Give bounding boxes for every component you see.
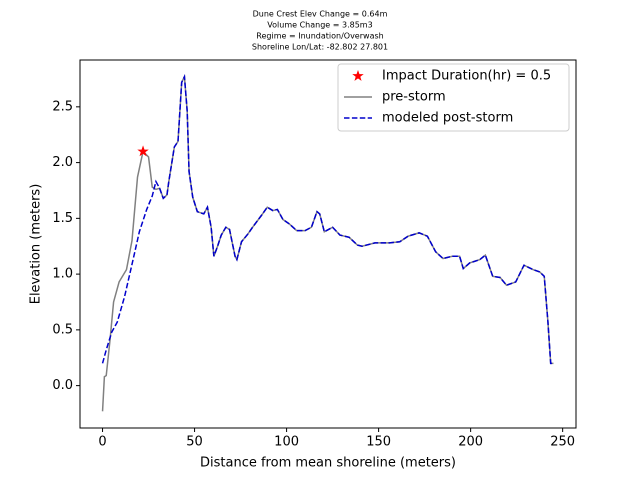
- legend-box: [337, 63, 570, 132]
- chart-title: Dune Crest Elev Change = 0.64m: [253, 10, 388, 19]
- legend-marker: [352, 69, 364, 81]
- impact-marker: [137, 145, 149, 157]
- chart-title: Regime = Inundation/Overwash: [256, 32, 383, 41]
- y-tick-label: 0.0: [52, 378, 73, 393]
- y-tick-label: 0.5: [52, 322, 73, 337]
- y-tick-label: 2.5: [52, 99, 73, 114]
- series-line: [101, 73, 554, 365]
- chart-title: Shoreline Lon/Lat: -82.802 27.801: [252, 43, 388, 52]
- legend-label: Impact Duration(hr) = 0.5: [382, 69, 551, 84]
- legend-label: modeled post-storm: [382, 111, 513, 126]
- y-tick-label: 2.0: [52, 155, 73, 170]
- x-tick-label: 50: [186, 435, 203, 450]
- legend-label: pre-storm: [382, 90, 446, 105]
- chart-title: Volume Change = 3.85m3: [267, 21, 372, 30]
- axes-frame: [79, 59, 577, 429]
- x-axis-label: Distance from mean shoreline (meters): [200, 456, 456, 471]
- x-tick-label: 0: [98, 435, 106, 450]
- y-tick-label: 1.5: [52, 211, 73, 226]
- y-tick-label: 1.0: [52, 267, 73, 282]
- x-tick-label: 100: [274, 435, 299, 450]
- y-axis-label: Elevation (meters): [29, 184, 44, 305]
- x-tick-label: 150: [366, 435, 391, 450]
- x-tick-label: 250: [550, 435, 575, 450]
- x-tick-label: 200: [458, 435, 483, 450]
